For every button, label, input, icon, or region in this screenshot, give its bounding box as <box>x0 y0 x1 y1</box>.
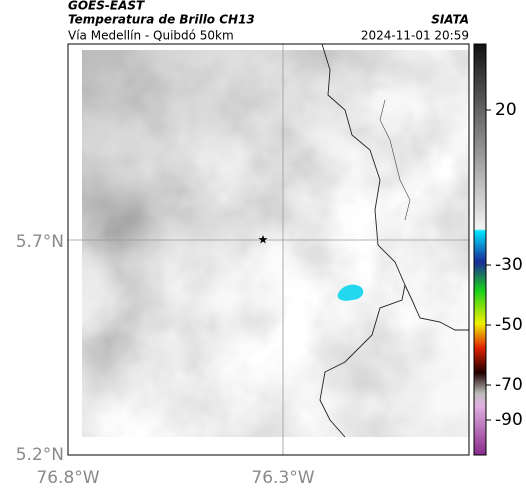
colorbar-tick-label: -50 <box>495 315 523 335</box>
border <box>319 44 406 438</box>
map: ★ <box>68 44 469 455</box>
datetime: 2024-11-01 20:59 <box>361 29 469 43</box>
colorbar-tick-label: 20 <box>495 100 517 120</box>
colorbar-tick-label: -70 <box>495 375 523 395</box>
lat-label: 5.2°N <box>16 445 64 465</box>
title: GOES-EAST <box>68 0 145 13</box>
image-shade <box>82 50 469 437</box>
location-marker: ★ <box>258 233 269 247</box>
cold-cloud <box>337 284 364 301</box>
colorbar-tick-label: -30 <box>495 255 523 275</box>
border <box>379 99 411 221</box>
subtitle: Temperatura de Brillo CH13 <box>68 13 255 27</box>
lon-label: 76.8°W <box>36 468 99 488</box>
map-frame <box>67 43 470 456</box>
colorbar-tick-label: -90 <box>495 410 523 430</box>
border <box>404 284 469 331</box>
route: Vía Medellín - Quibdó 50km <box>68 29 234 43</box>
colorbar <box>473 43 487 456</box>
lat-label: 5.7°N <box>16 232 64 252</box>
lon-label: 76.3°W <box>251 468 314 488</box>
colorbar-ticks: 20 -30 -50 -70 -90 <box>486 100 523 430</box>
source: SIATA <box>431 13 469 27</box>
